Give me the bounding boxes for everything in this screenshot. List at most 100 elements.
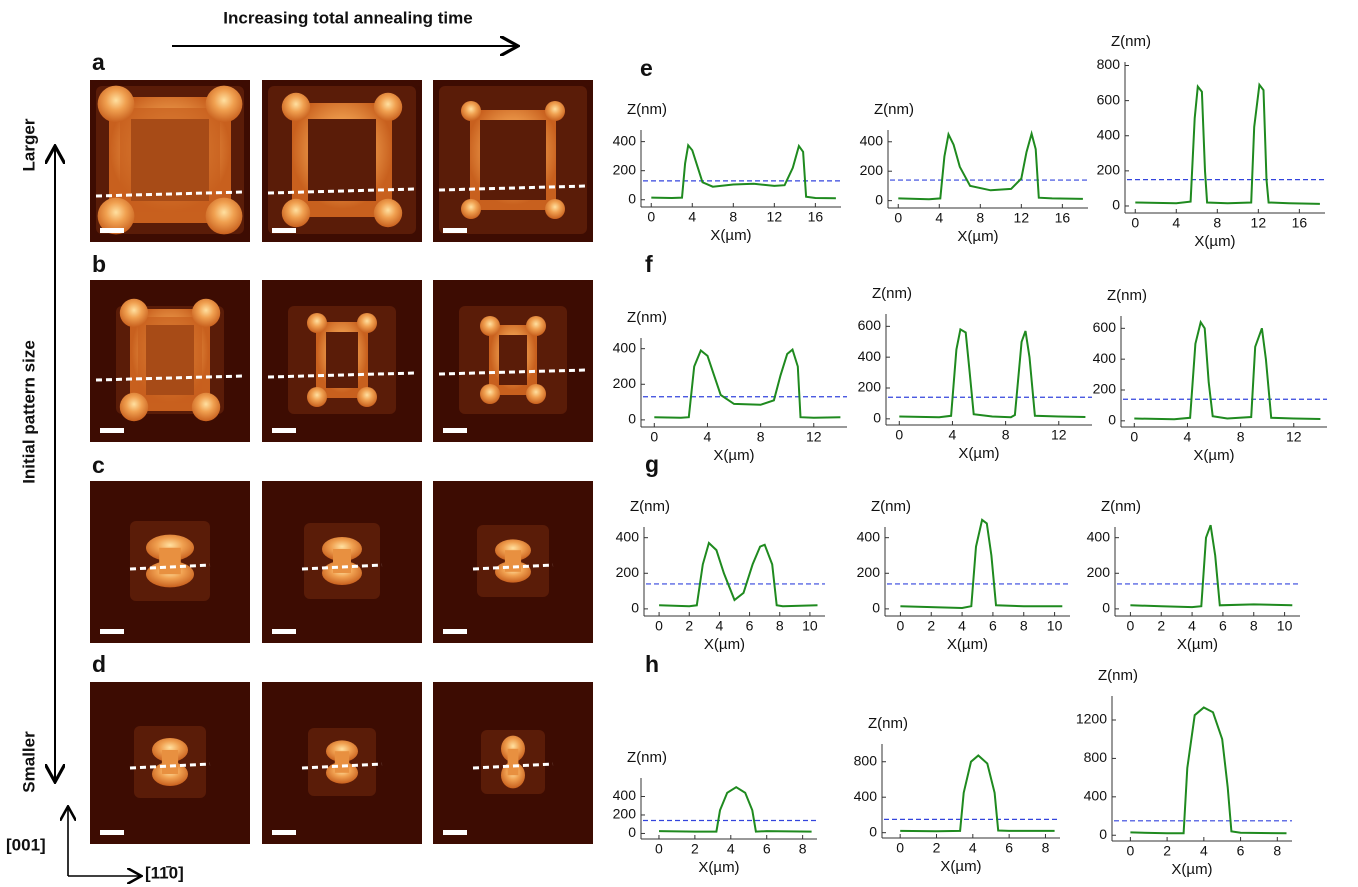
scale-bar [272, 830, 296, 835]
profile-line [659, 787, 812, 831]
scale-bar [100, 428, 124, 433]
afm-corner [206, 198, 243, 235]
y-tick-label: 0 [873, 410, 881, 426]
profile-line [1130, 525, 1292, 607]
x-tick-label: 12 [1051, 427, 1067, 443]
x-tick-label: 6 [1219, 618, 1227, 634]
x-tick-label: 12 [1286, 429, 1302, 445]
y-tick-label: 0 [1102, 600, 1110, 616]
x-tick-label: 8 [729, 209, 737, 225]
afm-corner [307, 313, 327, 333]
y-tick-label: 0 [1108, 412, 1116, 428]
x-tick-label: 4 [969, 840, 977, 856]
y-tick-label: 400 [616, 528, 640, 544]
x-tick-label: 8 [1250, 618, 1258, 634]
panel-label: h [645, 651, 659, 677]
afm-corner [98, 86, 135, 123]
x-tick-label: 4 [958, 618, 966, 634]
x-tick-label: 4 [704, 429, 712, 445]
y-tick-label: 600 [1097, 91, 1121, 107]
x-tick-label: 2 [1157, 618, 1165, 634]
afm-corner [307, 387, 327, 407]
afm-corner [192, 393, 220, 421]
x-tick-label: 0 [895, 427, 903, 443]
y-tick-label: 400 [857, 528, 881, 544]
x-tick-label: 16 [1292, 215, 1308, 231]
afm-corner [480, 316, 500, 336]
y-tick-label: 800 [854, 752, 878, 768]
y-tick-label: 200 [1097, 162, 1121, 178]
x-tick-label: 6 [763, 841, 771, 857]
size-bottom: Smaller [19, 731, 38, 793]
y-tick-label: 1200 [1076, 711, 1107, 727]
y-axis-title: Z(nm) [1111, 33, 1151, 50]
y-tick-label: 400 [1093, 350, 1117, 366]
profile-line [900, 520, 1062, 608]
x-tick-label: 0 [655, 618, 663, 634]
x-tick-label: 4 [1200, 843, 1208, 859]
x-tick-label: 12 [1014, 210, 1030, 226]
y-tick-label: 0 [631, 600, 639, 616]
y-tick-label: 400 [1097, 126, 1121, 142]
panel-label: c [92, 452, 105, 478]
x-tick-label: 4 [716, 618, 724, 634]
profile-line [651, 145, 836, 198]
afm-pad [459, 306, 567, 414]
y-tick-label: 200 [860, 162, 884, 178]
x-tick-label: 8 [799, 841, 807, 857]
y-tick-label: 400 [858, 348, 882, 364]
scale-bar [100, 830, 124, 835]
x-tick-label: 6 [746, 618, 754, 634]
afm-corner [526, 384, 546, 404]
x-axis-title: X(µm) [713, 447, 754, 464]
x-tick-label: 12 [767, 209, 783, 225]
y-axis-title: Z(nm) [1101, 498, 1141, 515]
x-tick-label: 4 [1184, 429, 1192, 445]
direction-110: [11̄0] [145, 863, 184, 882]
x-tick-label: 8 [1042, 840, 1050, 856]
profile-line [659, 543, 817, 606]
x-tick-label: 8 [1020, 618, 1028, 634]
y-tick-label: 200 [858, 379, 882, 395]
x-tick-label: 4 [935, 210, 943, 226]
x-tick-label: 8 [1213, 215, 1221, 231]
afm-corner [374, 199, 402, 227]
y-axis-title: Z(nm) [872, 285, 912, 302]
y-tick-label: 200 [1087, 564, 1111, 580]
y-axis-title: Z(nm) [868, 715, 908, 732]
afm-corner [206, 86, 243, 123]
scale-bar [100, 228, 124, 233]
afm-corner [120, 299, 148, 327]
x-tick-label: 8 [1002, 427, 1010, 443]
y-tick-label: 400 [613, 339, 637, 355]
y-tick-label: 400 [613, 132, 637, 148]
x-tick-label: 10 [1047, 618, 1063, 634]
x-tick-label: 10 [1277, 618, 1293, 634]
profile-line [1135, 85, 1320, 204]
x-tick-label: 0 [650, 429, 658, 445]
profile-line [654, 350, 840, 418]
y-tick-label: 400 [854, 788, 878, 804]
profile-line [1134, 322, 1320, 419]
x-axis-title: X(µm) [1193, 447, 1234, 464]
x-tick-label: 8 [1273, 843, 1281, 859]
x-tick-label: 0 [896, 840, 904, 856]
panel-label: d [92, 651, 106, 677]
x-tick-label: 2 [685, 618, 693, 634]
afm-fill [120, 108, 220, 212]
scale-bar [272, 428, 296, 433]
figure: Increasing total annealing time Larger I… [0, 0, 1358, 887]
afm-neck [333, 549, 351, 573]
x-tick-label: 2 [1163, 843, 1171, 859]
x-tick-label: 0 [1130, 429, 1138, 445]
afm-corner [461, 199, 481, 219]
afm-images [90, 80, 593, 844]
afm-corner [545, 199, 565, 219]
y-tick-label: 400 [860, 132, 884, 148]
y-tick-label: 200 [1093, 381, 1117, 397]
afm-corner [192, 299, 220, 327]
panel-label: f [645, 251, 653, 277]
x-tick-label: 0 [647, 209, 655, 225]
y-axis-title: Z(nm) [874, 101, 914, 118]
y-tick-label: 0 [1112, 197, 1120, 213]
